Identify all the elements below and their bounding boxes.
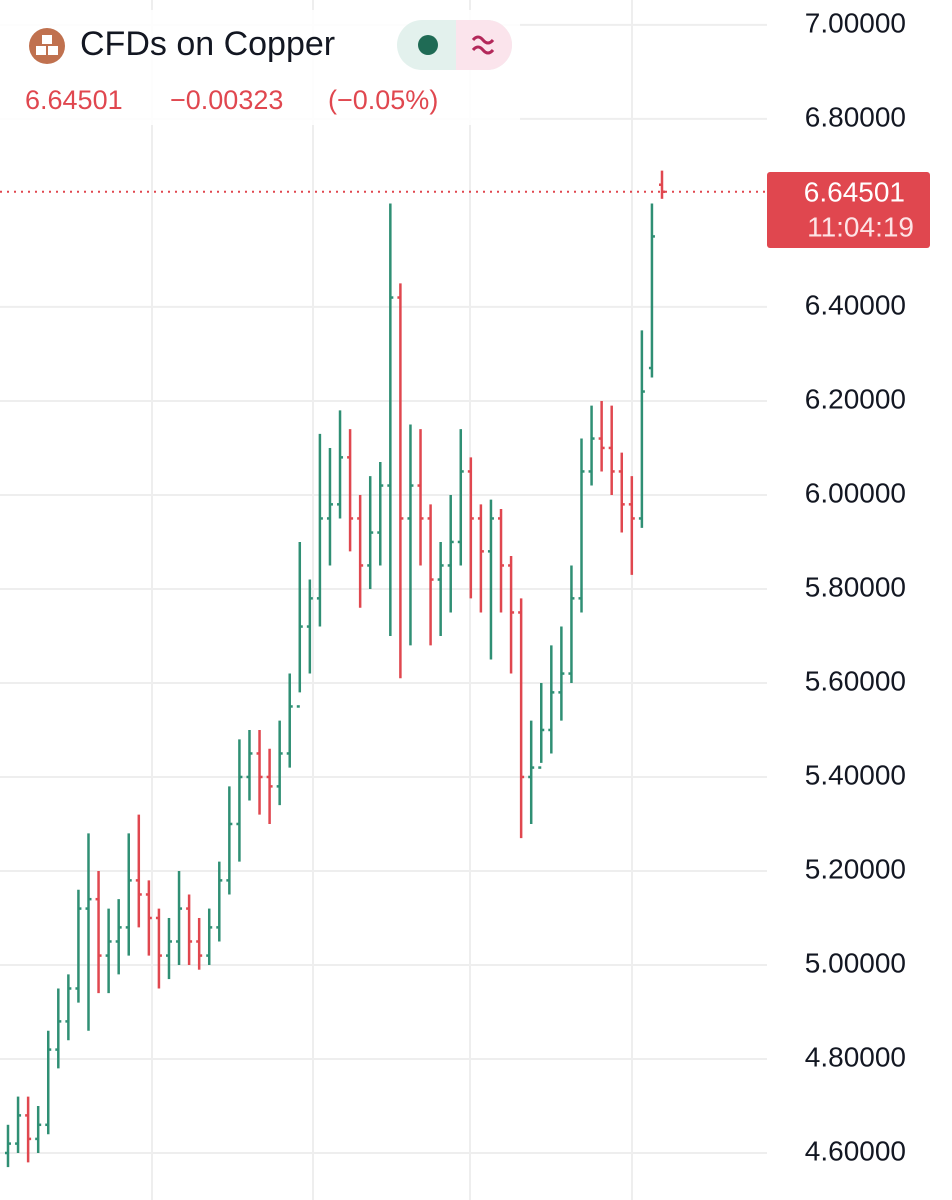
y-tick-label: 6.20000: [805, 383, 906, 414]
ohlc-bar: [105, 908, 112, 994]
y-tick-label: 6.00000: [805, 477, 906, 508]
ohlc-bar: [266, 748, 273, 824]
ohlc-bar: [337, 410, 344, 519]
time-grid: [151, 0, 633, 1200]
ohlc-bar: [578, 438, 585, 613]
ohlc-bar: [648, 203, 655, 378]
icon-part: [48, 46, 58, 55]
ohlc-bar: [377, 462, 384, 566]
ohlc-bar: [75, 889, 82, 1003]
ohlc-bar: [45, 1030, 52, 1135]
ohlc-bar: [186, 894, 193, 965]
y-tick-label: 4.80000: [805, 1041, 906, 1072]
header-change-pct: (−0.05%): [328, 85, 438, 115]
ohlc-bar: [135, 814, 142, 928]
ohlc-bar: [176, 870, 183, 965]
ohlc-bar: [125, 833, 132, 956]
ohlc-bar: [588, 405, 595, 486]
ohlc-bar: [467, 457, 474, 599]
ohlc-bar: [216, 861, 223, 942]
price-label: 6.64501: [804, 176, 905, 207]
ohlc-bar: [347, 429, 354, 552]
ohlc-bar: [568, 565, 575, 683]
ohlc-bar: [65, 974, 72, 1041]
y-tick-label: 5.40000: [805, 759, 906, 790]
ohlc-bar: [487, 499, 494, 660]
ohlc-bar: [55, 988, 62, 1069]
grid: [0, 23, 767, 1154]
y-tick-label: 5.80000: [805, 571, 906, 602]
ohlc-bar: [15, 1096, 22, 1153]
ohlc-bar: [477, 504, 484, 613]
delayed-icon: [471, 35, 495, 55]
ohlc-bar: [518, 598, 525, 839]
ohlc-bar: [387, 203, 394, 636]
y-tick-label: 5.00000: [805, 947, 906, 978]
ohlc-bar: [417, 429, 424, 566]
ohlc-bar: [236, 739, 243, 862]
price-label-box: [767, 172, 930, 248]
ohlc-bar: [326, 447, 333, 566]
header: CFDs on Copper 6.64501 −0.00323 (−0.05%): [0, 10, 520, 125]
ohlc-bar: [256, 729, 263, 815]
y-tick-label: 6.40000: [805, 289, 906, 320]
ohlc-bar: [35, 1105, 42, 1153]
ohlc-bar: [5, 1124, 11, 1168]
ohlc-bar: [508, 556, 515, 674]
ohlc-bar: [226, 786, 233, 895]
ohlc-bar: [548, 645, 555, 754]
y-axis: 7.00000 6.80000 6.40000 6.20000 6.00000 5.800…: [805, 7, 906, 1166]
ohlc-bar: [246, 729, 253, 801]
icon-part: [42, 35, 52, 44]
ohlc-bar: [367, 476, 374, 589]
ohlc-bar: [276, 720, 283, 806]
ohlc-bar: [447, 494, 454, 613]
status-pill-right: [456, 20, 512, 70]
header-change: −0.00323: [170, 85, 283, 115]
ohlc-bar: [638, 330, 645, 528]
ohlc-bar: [397, 283, 404, 679]
ohlc-bar: [407, 424, 414, 646]
ohlc-bar: [538, 682, 545, 769]
ohlc-bar: [306, 579, 313, 674]
ohlc-bar: [427, 504, 434, 646]
ohlc-bar: [296, 541, 303, 708]
ohlc-bar: [498, 509, 505, 613]
ohlc-bar: [437, 541, 444, 636]
ohlc-bar: [608, 405, 615, 495]
header-price: 6.64501: [25, 85, 123, 115]
ohlc-bar: [85, 833, 92, 1031]
ohlc-bar: [25, 1096, 32, 1163]
ohlc-bar: [115, 899, 122, 975]
ohlc-bar: [528, 720, 535, 824]
ohlc-bar: [196, 917, 203, 970]
y-tick-label: 5.20000: [805, 853, 906, 884]
ohlc-bar: [659, 170, 665, 199]
ohlc-bar: [558, 626, 565, 721]
ohlc-bar: [145, 880, 152, 956]
ohlc-bar: [206, 908, 213, 965]
y-tick-label: 6.80000: [805, 101, 906, 132]
icon-part: [36, 46, 46, 55]
ohlc-bar: [155, 908, 162, 989]
bars: [5, 170, 665, 1168]
ohlc-bar: [598, 400, 605, 472]
ohlc-bar: [457, 429, 464, 566]
ohlc-bar: [286, 673, 293, 768]
time-label: 11:04:19: [807, 211, 914, 242]
chart-title: CFDs on Copper: [80, 25, 335, 63]
y-tick-label: 5.60000: [805, 665, 906, 696]
ohlc-bar: [357, 494, 364, 608]
market-status-dot: [418, 35, 438, 55]
ohlc-bar: [628, 476, 635, 575]
y-tick-label: 7.00000: [805, 7, 906, 38]
ohlc-bar: [618, 452, 625, 533]
ohlc-bar: [316, 433, 323, 627]
ohlc-bar: [95, 870, 102, 994]
symbol-icon: [29, 28, 65, 64]
y-tick-label: 4.60000: [805, 1135, 906, 1166]
ohlc-bar: [165, 917, 172, 980]
